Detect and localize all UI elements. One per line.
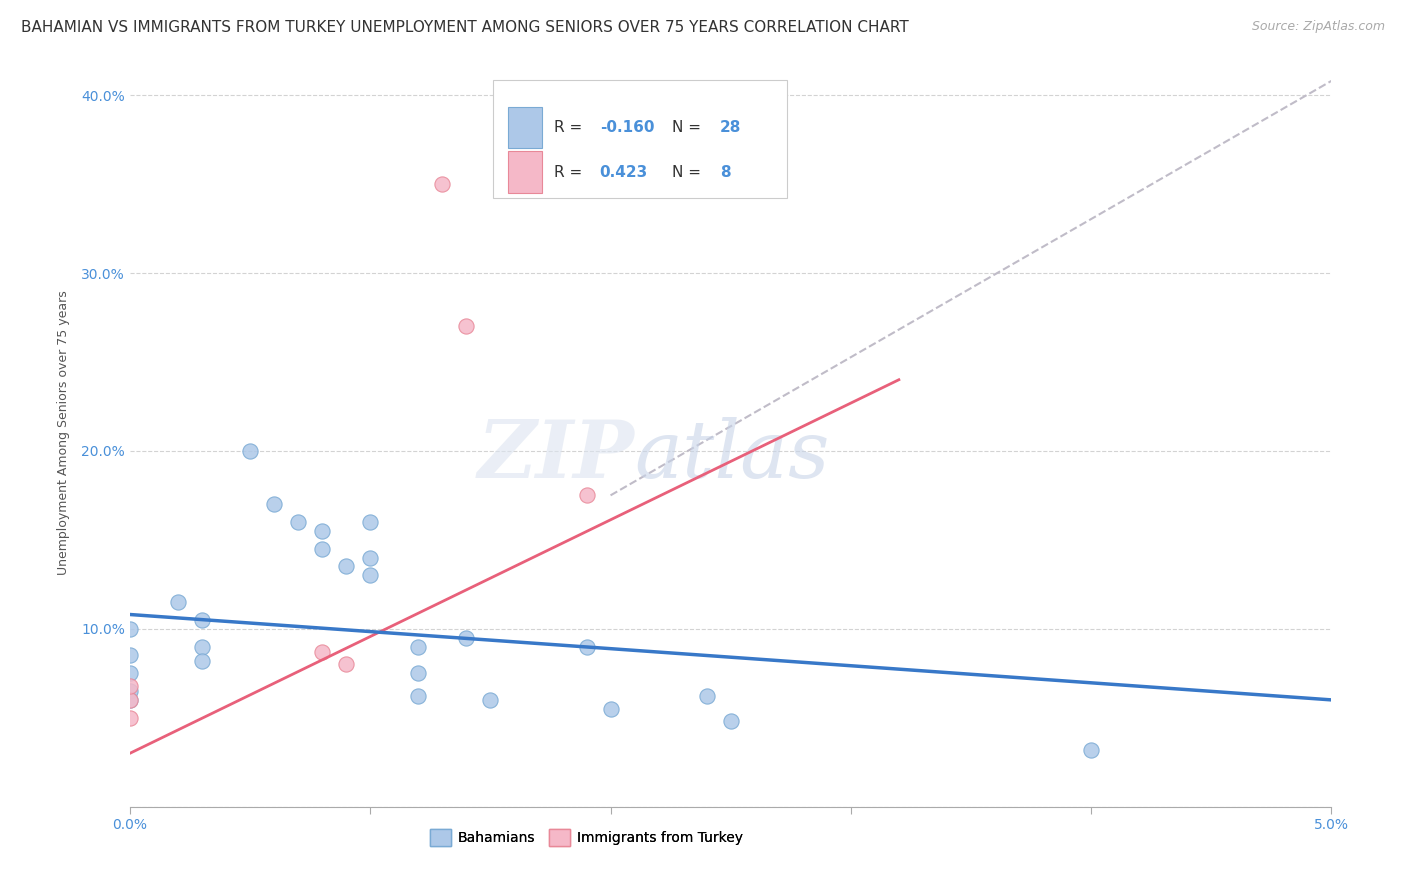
Point — [118, 666, 141, 681]
Point — [263, 497, 285, 511]
Point — [118, 622, 141, 636]
FancyBboxPatch shape — [509, 152, 543, 193]
Text: Source: ZipAtlas.com: Source: ZipAtlas.com — [1251, 20, 1385, 33]
Text: BAHAMIAN VS IMMIGRANTS FROM TURKEY UNEMPLOYMENT AMONG SENIORS OVER 75 YEARS CORR: BAHAMIAN VS IMMIGRANTS FROM TURKEY UNEMP… — [21, 20, 908, 35]
Point — [408, 640, 430, 654]
Text: -0.160: -0.160 — [600, 120, 654, 135]
Point — [118, 693, 141, 707]
Y-axis label: Unemployment Among Seniors over 75 years: Unemployment Among Seniors over 75 years — [58, 291, 70, 575]
Point — [720, 714, 742, 729]
Text: 8: 8 — [720, 165, 731, 180]
Point — [287, 515, 309, 529]
Text: N =: N = — [672, 120, 706, 135]
Text: R =: R = — [554, 165, 588, 180]
Point — [456, 631, 478, 645]
Point — [311, 541, 333, 556]
Text: 28: 28 — [720, 120, 741, 135]
Point — [359, 550, 381, 565]
Text: ZIP: ZIP — [478, 417, 634, 494]
Text: R =: R = — [554, 120, 588, 135]
Point — [311, 645, 333, 659]
Point — [335, 559, 357, 574]
Point — [479, 693, 502, 707]
Point — [696, 690, 718, 704]
Text: N =: N = — [672, 165, 706, 180]
Point — [167, 595, 190, 609]
Point — [1080, 742, 1102, 756]
FancyBboxPatch shape — [494, 79, 787, 198]
Point — [311, 524, 333, 538]
Point — [359, 515, 381, 529]
Legend: Bahamians, Immigrants from Turkey: Bahamians, Immigrants from Turkey — [425, 824, 748, 852]
Point — [118, 648, 141, 663]
Point — [239, 443, 262, 458]
Point — [575, 488, 598, 502]
Point — [335, 657, 357, 672]
Point — [408, 666, 430, 681]
Point — [456, 319, 478, 334]
Point — [191, 654, 214, 668]
Point — [118, 679, 141, 693]
Point — [118, 693, 141, 707]
Point — [408, 690, 430, 704]
Text: 0.423: 0.423 — [600, 165, 648, 180]
Text: atlas: atlas — [634, 417, 830, 494]
Point — [191, 640, 214, 654]
FancyBboxPatch shape — [509, 107, 543, 148]
Point — [599, 702, 621, 716]
Point — [118, 711, 141, 725]
Point — [575, 640, 598, 654]
Point — [191, 613, 214, 627]
Point — [118, 684, 141, 698]
Point — [359, 568, 381, 582]
Point — [432, 177, 454, 191]
